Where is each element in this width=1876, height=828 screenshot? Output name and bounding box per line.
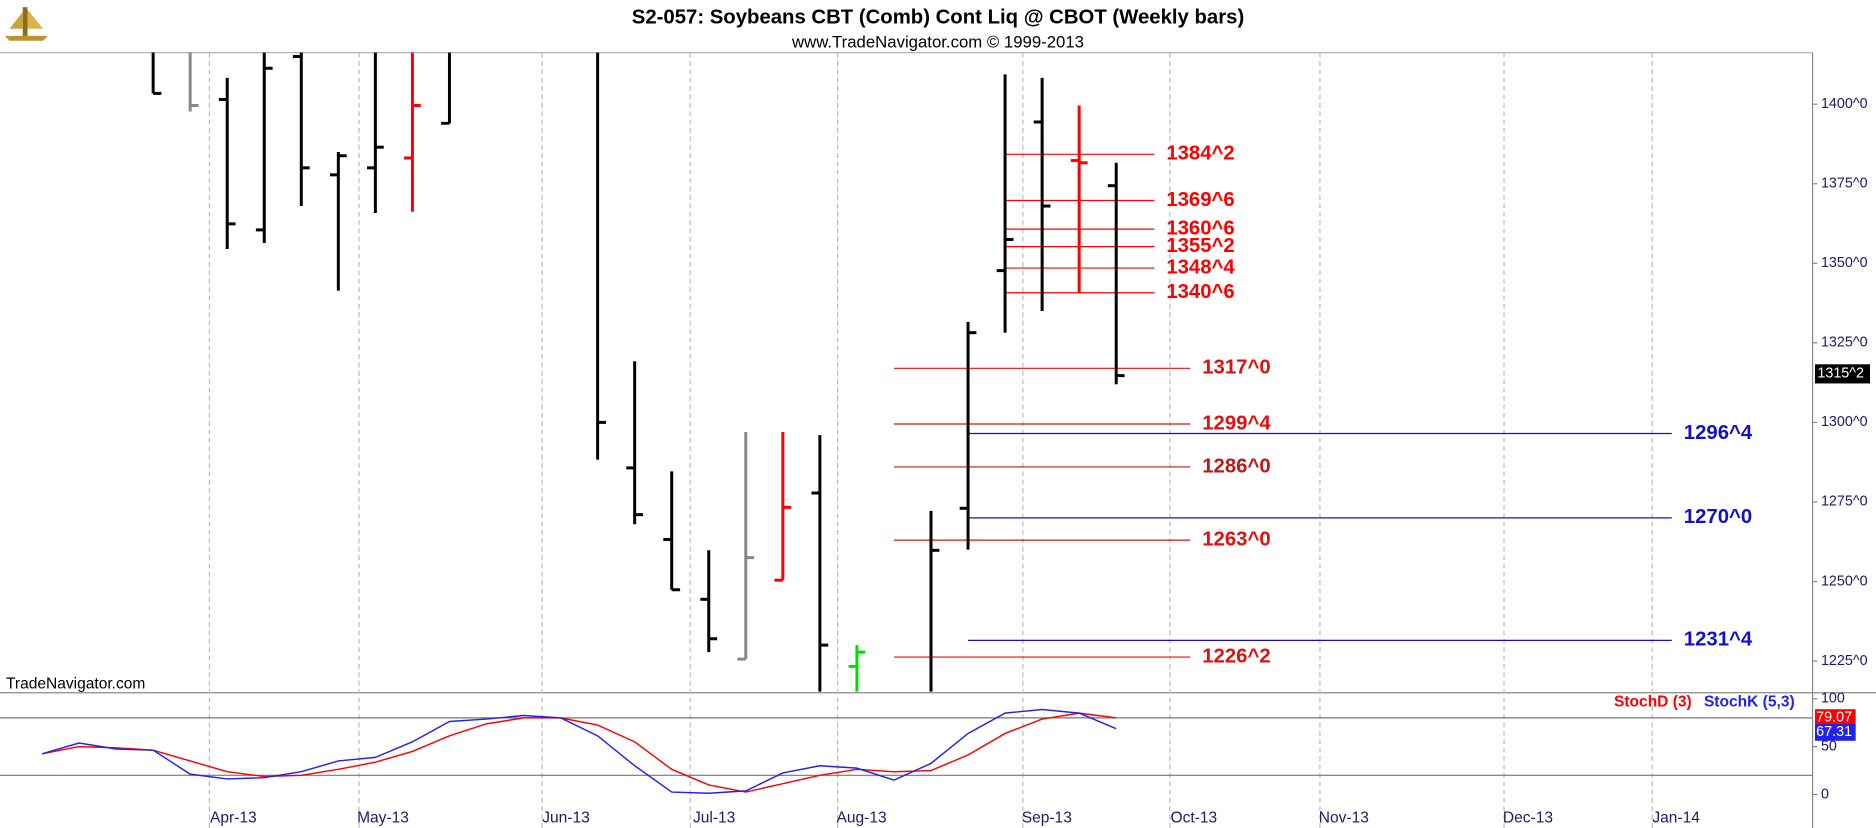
x-tick-label: Sep-13 [1022,810,1072,827]
x-tick-label: Aug-13 [837,810,887,827]
logo [4,7,48,41]
level-label: 1355^2 [1166,235,1234,257]
legend-entry: StochD (3) [1614,693,1692,710]
y-tick-label: 1225^0 [1821,653,1868,669]
x-tick-label: Jul-13 [693,810,735,827]
level-label: 1299^4 [1202,412,1271,434]
level-label: 1231^4 [1684,629,1753,651]
x-tick-label: Oct-13 [1171,810,1218,827]
y-tick-label: 1275^0 [1821,494,1868,510]
last-price-label: 1315^2 [1817,366,1864,382]
grid [208,52,1653,828]
price-pane [151,52,1672,692]
level-label: 1263^0 [1202,528,1270,550]
y-tick-label: 1350^0 [1821,255,1868,271]
level-label: 1384^2 [1166,143,1234,165]
y-tick-label: 1325^0 [1821,335,1868,351]
y-tick-label: 1375^0 [1821,176,1868,192]
level-label: 1348^4 [1166,256,1235,278]
stoch-value-box [1814,709,1856,726]
x-tick-label: Nov-13 [1319,810,1369,827]
level-label: 1296^4 [1684,422,1753,444]
level-label: 1340^6 [1166,281,1234,303]
y-tick-label: 1300^0 [1821,414,1868,430]
x-tick-label: Dec-13 [1503,810,1553,827]
stoch-pane [0,708,1813,794]
level-label: 1369^6 [1166,189,1234,211]
chart-subtitle: www.TradeNavigator.com © 1999-2013 [791,33,1084,52]
level-label: 1270^0 [1684,506,1752,528]
y-tick-label: 1250^0 [1821,573,1868,589]
labels: Apr-13 May-13 Jun-13 Jul-13 Aug-13 Sep-13 Oct-… [210,96,1871,827]
stoch-line [41,712,1117,793]
level-label: 1360^6 [1166,217,1234,239]
x-tick-label: Jan-14 [1652,810,1700,827]
chart-title: S2-057: Soybeans CBT (Comb) Cont Liq @ C… [632,6,1244,28]
level-label: 1317^0 [1202,357,1270,379]
level-label: 1286^0 [1202,455,1270,477]
stoch-line [41,708,1117,794]
x-tick-label: Apr-13 [210,810,257,827]
y-tick-label: 1400^0 [1821,96,1868,112]
y-tick-label: 0 [1821,786,1829,802]
x-tick-label: Jun-13 [542,810,590,827]
stoch-value-label: 67.31 [1816,724,1852,740]
stoch-value-label: 79.07 [1816,709,1852,725]
y-tick-label: 50 [1821,738,1837,754]
y-tick-label: 100 [1821,691,1845,707]
legend-entry: StochK (5,3) [1704,693,1795,710]
last-price-box [1814,364,1871,384]
x-tick-label: May-13 [357,810,409,827]
watermark: TradeNavigator.com [6,676,145,693]
stoch-value-box [1814,724,1856,741]
level-label: 1226^2 [1202,645,1270,667]
